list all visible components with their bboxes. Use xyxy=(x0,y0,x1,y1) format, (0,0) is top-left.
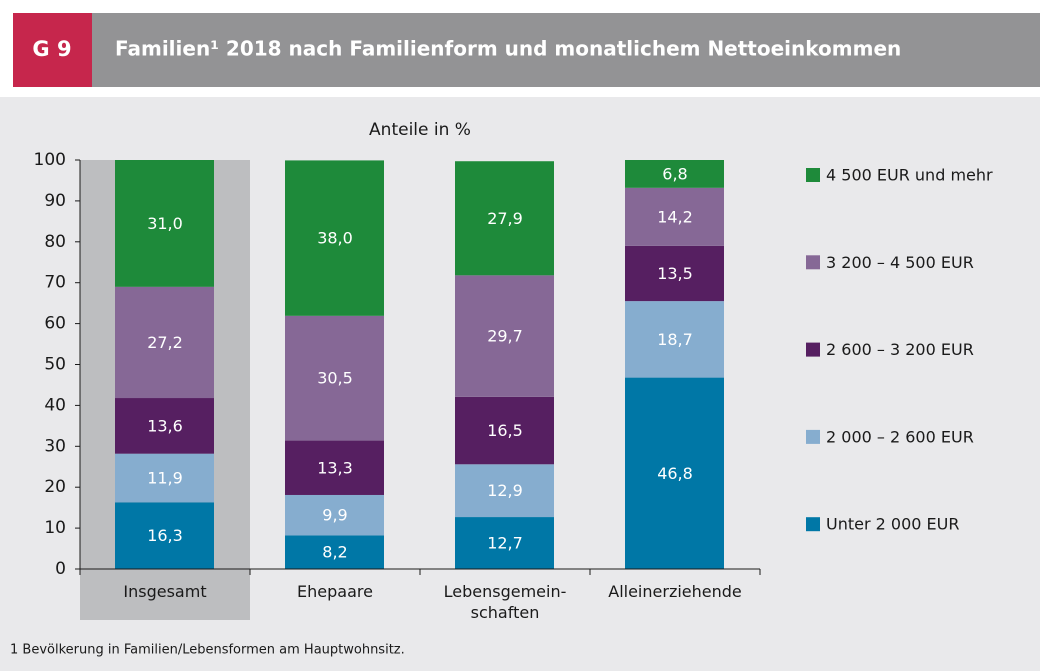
legend-label: Unter 2 000 EUR xyxy=(826,515,959,534)
bar-segment xyxy=(625,377,724,569)
data-label: 13,6 xyxy=(147,416,183,435)
data-label: 16,3 xyxy=(147,526,183,545)
y-tick-label: 80 xyxy=(44,232,66,252)
y-tick-label: 90 xyxy=(44,191,66,211)
data-label: 12,9 xyxy=(487,481,523,500)
bar-segment xyxy=(285,315,384,441)
bar-segment xyxy=(115,398,214,454)
data-label: 16,5 xyxy=(487,421,523,440)
y-tick-label: 10 xyxy=(44,518,66,538)
y-tick-label: 70 xyxy=(44,273,66,293)
bar-segment xyxy=(625,160,724,188)
data-label: 27,9 xyxy=(487,209,523,228)
footnote: 1 Bevölkerung in Familien/Lebensformen a… xyxy=(10,643,405,658)
legend-swatch xyxy=(806,517,820,532)
data-label: 46,8 xyxy=(657,464,693,483)
data-label: 29,7 xyxy=(487,327,523,346)
x-tick-label: Lebensgemein- schaften xyxy=(443,582,567,622)
bar-segment xyxy=(115,502,214,569)
legend-swatch xyxy=(806,255,820,270)
bar-segment xyxy=(455,517,554,569)
legend-swatch xyxy=(806,429,820,444)
data-label: 13,3 xyxy=(317,458,353,477)
data-label: 12,7 xyxy=(487,534,523,553)
y-tick-label: 60 xyxy=(44,314,66,334)
bar-segment xyxy=(625,301,724,378)
y-tick-label: 20 xyxy=(44,477,66,497)
data-label: 27,2 xyxy=(147,333,183,352)
legend-swatch xyxy=(806,168,820,182)
bar-segment xyxy=(455,464,554,518)
y-tick-label: 100 xyxy=(34,150,66,170)
data-label: 8,2 xyxy=(322,543,347,562)
bar-segment xyxy=(455,275,554,397)
bar-segment xyxy=(285,494,384,536)
legend-label: 3 200 – 4 500 EUR xyxy=(826,253,974,272)
badge: G 9 xyxy=(32,37,71,61)
legend-label: 4 500 EUR und mehr xyxy=(826,166,993,185)
data-label: 31,0 xyxy=(147,214,183,233)
bar-segment xyxy=(285,535,384,569)
y-tick-label: 50 xyxy=(44,355,66,375)
x-tick-label: Insgesamt xyxy=(123,582,207,601)
data-label: 30,5 xyxy=(317,369,353,388)
data-label: 38,0 xyxy=(317,229,353,248)
badge-box xyxy=(13,13,92,87)
y-tick-label: 30 xyxy=(44,436,66,456)
bar-segment xyxy=(455,161,554,276)
bar-segment xyxy=(285,440,384,495)
x-tick-label: Alleinerziehende xyxy=(608,582,742,601)
bar-segment xyxy=(285,160,384,316)
legend-label: 2 000 – 2 600 EUR xyxy=(826,427,974,446)
bar-segment xyxy=(115,453,214,503)
bar-segment xyxy=(115,160,214,287)
legend-label: 2 600 – 3 200 EUR xyxy=(826,340,974,359)
data-label: 6,8 xyxy=(662,164,687,183)
data-label: 9,9 xyxy=(322,506,347,525)
data-label: 13,5 xyxy=(657,264,693,283)
bar-segment xyxy=(455,396,554,465)
y-tick-label: 40 xyxy=(44,395,66,415)
bar-segment xyxy=(115,286,214,399)
data-label: 11,9 xyxy=(147,468,183,487)
title-bar xyxy=(92,13,1040,87)
data-label: 18,7 xyxy=(657,330,693,349)
legend-swatch xyxy=(806,342,820,357)
x-tick-label: Ehepaare xyxy=(297,582,373,601)
y-tick-label: 0 xyxy=(55,559,66,579)
chart-title: Familien¹ 2018 nach Familienform und mon… xyxy=(115,37,901,61)
bar-segment xyxy=(625,187,724,246)
bar-segment xyxy=(625,245,724,302)
subtitle: Anteile in % xyxy=(369,120,471,140)
data-label: 14,2 xyxy=(657,207,693,226)
